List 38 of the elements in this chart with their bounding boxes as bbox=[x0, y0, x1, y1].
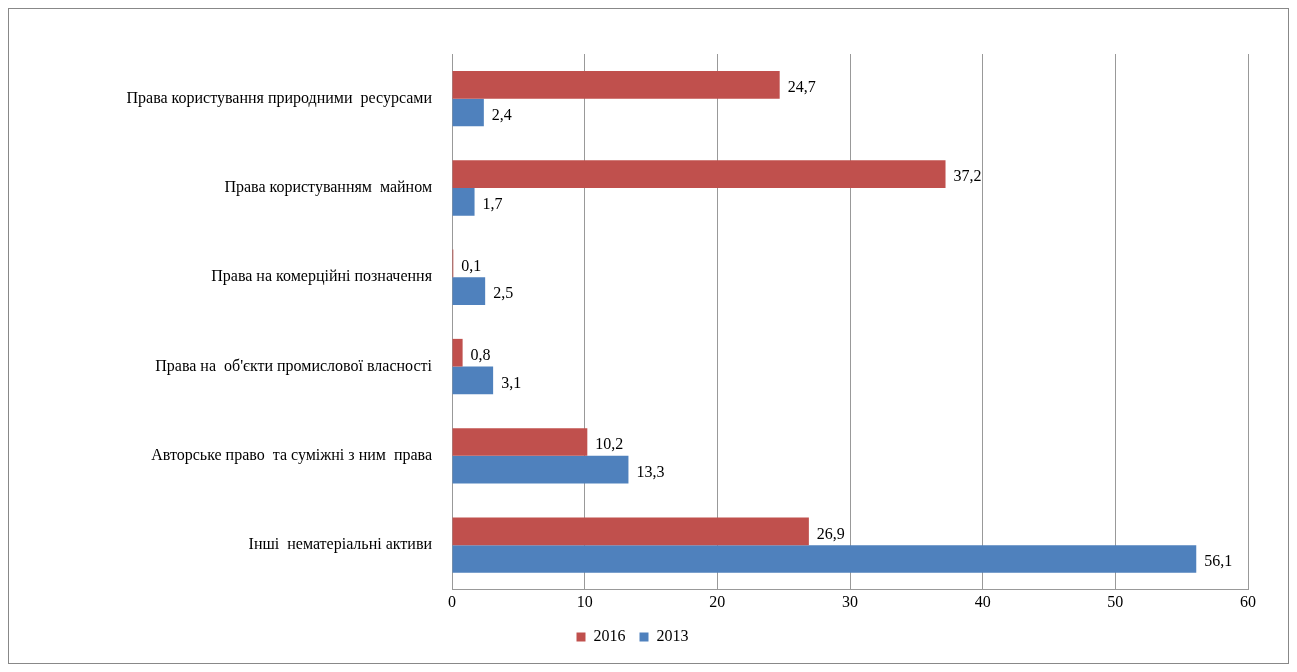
data-label: 3,1 bbox=[501, 373, 522, 391]
y-tick-label: Права користуванням майном bbox=[224, 178, 432, 197]
y-tick-label: Права користування природними ресурсами bbox=[126, 88, 433, 107]
x-tick-label: 50 bbox=[1107, 592, 1124, 610]
bar bbox=[452, 366, 494, 395]
data-label: 0,1 bbox=[461, 256, 482, 274]
bar bbox=[452, 517, 809, 546]
x-tick-label: 10 bbox=[576, 592, 593, 610]
data-label: 0,8 bbox=[470, 345, 491, 363]
data-label: 37,2 bbox=[953, 167, 982, 185]
x-tick-label: 40 bbox=[974, 592, 991, 610]
data-label: 24,7 bbox=[787, 78, 816, 96]
legend-label: 2016 bbox=[593, 627, 626, 645]
bar bbox=[452, 545, 1197, 573]
data-label: 2,4 bbox=[491, 105, 512, 123]
data-label: 2,5 bbox=[493, 284, 514, 302]
bar bbox=[452, 187, 475, 216]
y-tick-label: Права на об'єкти промислової власності bbox=[155, 356, 433, 375]
data-label: 26,9 bbox=[816, 524, 845, 542]
x-tick-label: 30 bbox=[842, 592, 858, 610]
bar bbox=[452, 455, 629, 484]
data-label: 56,1 bbox=[1204, 552, 1233, 570]
y-tick-label: Інші нематеріальні активи bbox=[248, 535, 433, 554]
data-label: 10,2 bbox=[595, 435, 624, 453]
data-label: 1,7 bbox=[482, 194, 503, 212]
data-label: 13,3 bbox=[636, 462, 665, 480]
legend-label: 2013 bbox=[656, 627, 689, 645]
bar bbox=[452, 277, 486, 305]
x-tick-label: 20 bbox=[709, 592, 726, 610]
bar bbox=[452, 70, 780, 99]
x-tick-label: 0 bbox=[448, 592, 456, 610]
y-tick-label: Права на комерційні позначення bbox=[211, 267, 433, 286]
y-tick-label: Авторське право та суміжні з ним права bbox=[151, 446, 432, 465]
bar bbox=[452, 160, 946, 188]
bar bbox=[452, 428, 588, 456]
bar bbox=[452, 338, 463, 367]
x-tick-label: 60 bbox=[1240, 592, 1256, 610]
bar bbox=[452, 98, 484, 127]
